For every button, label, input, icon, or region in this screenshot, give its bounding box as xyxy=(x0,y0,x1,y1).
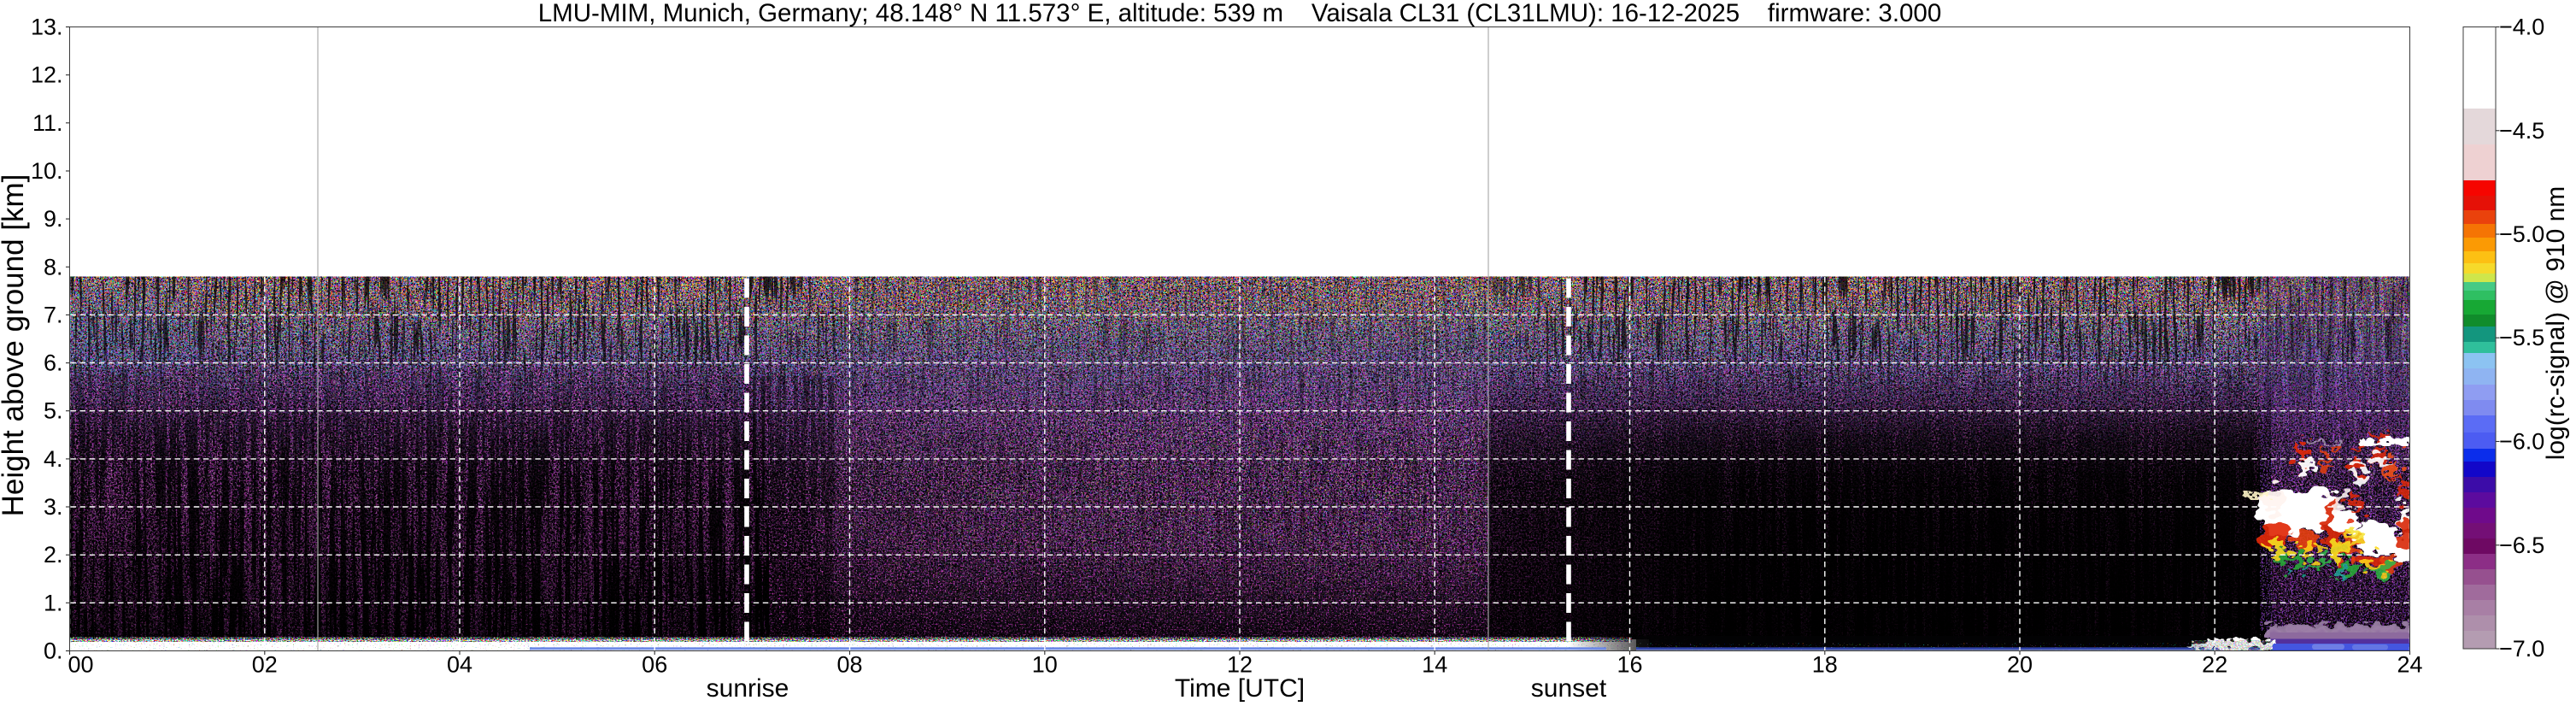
svg-text:20: 20 xyxy=(2007,652,2033,678)
svg-text:−4.5: −4.5 xyxy=(2499,118,2544,144)
svg-text:6.: 6. xyxy=(44,350,63,376)
svg-text:11.: 11. xyxy=(32,110,63,136)
svg-text:Height above ground [km]: Height above ground [km] xyxy=(0,174,30,517)
svg-text:2.: 2. xyxy=(44,542,63,568)
svg-text:10: 10 xyxy=(1032,652,1058,678)
svg-text:04: 04 xyxy=(447,652,472,678)
svg-text:Time [UTC]: Time [UTC] xyxy=(1175,674,1305,703)
svg-text:−7.0: −7.0 xyxy=(2499,636,2544,662)
svg-text:22: 22 xyxy=(2202,652,2227,678)
svg-text:sunrise: sunrise xyxy=(707,674,789,703)
svg-text:06: 06 xyxy=(642,652,667,678)
svg-text:12: 12 xyxy=(1227,652,1253,678)
svg-text:14: 14 xyxy=(1422,652,1447,678)
svg-text:0.: 0. xyxy=(44,638,63,664)
svg-text:−6.0: −6.0 xyxy=(2499,429,2544,455)
svg-text:24: 24 xyxy=(2397,652,2422,678)
svg-text:−4.0: −4.0 xyxy=(2499,15,2544,40)
svg-text:−6.5: −6.5 xyxy=(2499,532,2544,558)
svg-text:−5.0: −5.0 xyxy=(2499,221,2544,247)
svg-text:sunset: sunset xyxy=(1531,674,1607,703)
svg-text:02: 02 xyxy=(252,652,278,678)
svg-text:08: 08 xyxy=(836,652,862,678)
svg-text:16: 16 xyxy=(1617,652,1642,678)
svg-text:00: 00 xyxy=(67,652,93,678)
svg-text:8.: 8. xyxy=(44,254,63,279)
svg-text:LMU-MIM, Munich, Germany; 48.1: LMU-MIM, Munich, Germany; 48.148° N 11.5… xyxy=(538,0,1941,27)
svg-text:3.: 3. xyxy=(44,494,63,520)
svg-text:−5.5: −5.5 xyxy=(2499,325,2544,350)
svg-text:4.: 4. xyxy=(44,446,63,472)
svg-text:5.: 5. xyxy=(44,398,63,424)
svg-text:9.: 9. xyxy=(44,206,63,232)
svg-text:12.: 12. xyxy=(31,62,63,88)
svg-text:13.: 13. xyxy=(31,15,63,40)
svg-text:7.: 7. xyxy=(44,302,63,327)
svg-text:1.: 1. xyxy=(44,590,63,615)
svg-text:10.: 10. xyxy=(31,158,63,184)
svg-text:log(rc-signal) @ 910 nm: log(rc-signal) @ 910 nm xyxy=(2542,186,2570,461)
svg-text:18: 18 xyxy=(1812,652,1838,678)
